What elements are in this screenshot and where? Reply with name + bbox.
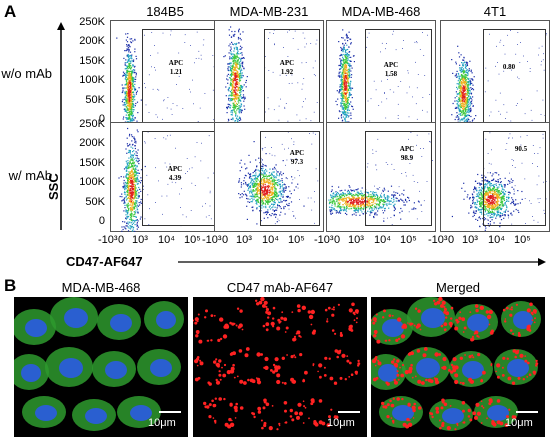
column-title-1: 184B5	[146, 4, 184, 19]
x-tick-label: 0	[222, 234, 229, 246]
scatter-points	[335, 29, 432, 130]
flow-plot-r2-c4: 90.5	[440, 122, 550, 232]
row-label-with-mab: w/ mAb	[8, 168, 52, 183]
gate-box	[483, 29, 546, 124]
flow-plot-r2-c2: APC 97.3	[214, 122, 324, 232]
gate-box	[260, 131, 320, 226]
gate-label: APC 1.21	[164, 59, 188, 77]
flow-plot-r1-c2: APC 1.92	[214, 20, 324, 130]
flow-plot-r1-c3: APC 1.58	[326, 20, 436, 130]
micro-title-2: CD47 mAb-AF647	[226, 280, 334, 295]
micrograph-merged: 10μm	[371, 297, 545, 437]
x-tick-label: -10³	[428, 234, 448, 246]
gate-box	[365, 131, 432, 226]
y-axis-arrow	[57, 22, 65, 230]
x-tick-label: -10³	[98, 234, 118, 246]
flow-plot-r2-c3: APC 98.9	[326, 122, 436, 232]
x-tick-label: 0	[448, 234, 455, 246]
gate-label-value: 1.58	[384, 70, 398, 78]
micro-title-1: MDA-MB-468	[61, 280, 141, 295]
gate-label-value: 97.3	[290, 158, 304, 166]
gate-label-name: APC	[167, 165, 183, 173]
y-tick-label: 100K	[79, 176, 105, 189]
gate-label: APC 97.3	[285, 149, 309, 167]
x-tick-label: 10⁴	[262, 234, 279, 246]
y-tick-label: 200K	[79, 137, 105, 150]
scale-bar	[338, 411, 360, 413]
micro-title-3: Merged	[435, 280, 481, 295]
scale-label: 10μm	[148, 417, 176, 429]
x-tick-label: 10⁴	[488, 234, 505, 246]
y-tick-label: 200K	[79, 35, 105, 48]
gate-label-value: 4.39	[168, 174, 182, 182]
flow-plot-r1-c4: 0.80	[440, 20, 550, 130]
x-tick-label: 10³	[462, 234, 478, 246]
x-tick-label: 10⁴	[158, 234, 175, 246]
x-tick-label: 10³	[236, 234, 252, 246]
scale-bar	[159, 411, 181, 413]
gate-box	[483, 131, 546, 226]
scatter-points	[451, 132, 547, 231]
y-tick-label: 150K	[79, 156, 105, 169]
x-axis-arrow	[178, 258, 546, 266]
scatter-points	[238, 131, 320, 225]
x-tick-label: 10⁵	[184, 234, 201, 246]
gate-label-value: 0.80	[502, 63, 516, 71]
panel-b-letter: B	[4, 276, 17, 295]
y-tick-label: 150K	[79, 54, 105, 67]
scale-bar	[516, 411, 538, 413]
flow-plot-r2-c1: APC 4.39	[110, 122, 220, 232]
row-label-without-mab: w/o mAb	[1, 66, 52, 81]
x-tick-label: 10⁵	[400, 234, 417, 246]
x-tick-label: 10⁵	[514, 234, 531, 246]
x-tick-label: 10⁴	[374, 234, 391, 246]
x-tick-label: 10³	[348, 234, 364, 246]
panel-a-letter: A	[4, 2, 17, 21]
y-tick-label: 100K	[79, 74, 105, 87]
y-tick-label: 50K	[85, 195, 105, 208]
gate-label: APC 98.9	[395, 145, 419, 163]
gate-label: APC 1.58	[379, 61, 403, 79]
scatter-points	[451, 29, 547, 130]
x-tick-label: -10³	[202, 234, 222, 246]
x-tick-label: -10³	[314, 234, 334, 246]
x-tick-label: 0	[118, 234, 125, 246]
scatter-points	[223, 26, 318, 130]
gate-label-value: 98.9	[400, 154, 414, 162]
micrograph-red: 10μm	[193, 297, 367, 437]
gate-label-name: APC	[399, 145, 415, 153]
y-axis-title: SSC	[46, 173, 61, 200]
gate-label: 90.5	[509, 145, 533, 154]
y-tick-label: 0	[98, 215, 105, 227]
gate-label-value: 1.92	[280, 68, 294, 76]
scatter-points	[118, 127, 216, 232]
y-tick-label: 0	[98, 113, 105, 125]
scale-label: 10μm	[505, 417, 533, 429]
column-title-2: MDA-MB-231	[229, 4, 309, 19]
gate-label: APC 1.92	[275, 59, 299, 77]
column-title-4: 4T1	[483, 4, 507, 19]
y-tick-label: 250K	[79, 16, 105, 28]
gate-label-name: APC	[383, 61, 399, 69]
column-title-3: MDA-MB-468	[341, 4, 421, 19]
gate-label-value: 1.21	[169, 68, 183, 76]
gate-label-name: APC	[279, 59, 295, 67]
x-tick-label: 10³	[132, 234, 148, 246]
gate-label-value: 90.5	[514, 145, 528, 153]
x-tick-label: 10⁵	[288, 234, 305, 246]
x-tick-label: 0	[334, 234, 341, 246]
gate-label: 0.80	[497, 63, 521, 72]
gate-label: APC 4.39	[163, 165, 187, 183]
scatter-points	[328, 132, 433, 226]
x-axis-title: CD47-AF647	[66, 254, 143, 269]
gate-label-name: APC	[168, 59, 184, 67]
y-tick-label: 250K	[79, 118, 105, 130]
flow-plot-r1-c1: APC 1.21	[110, 20, 220, 130]
micrograph-green: 10μm	[14, 297, 188, 437]
y-tick-label: 50K	[85, 93, 105, 106]
scale-label: 10μm	[327, 417, 355, 429]
gate-label-name: APC	[289, 149, 305, 157]
